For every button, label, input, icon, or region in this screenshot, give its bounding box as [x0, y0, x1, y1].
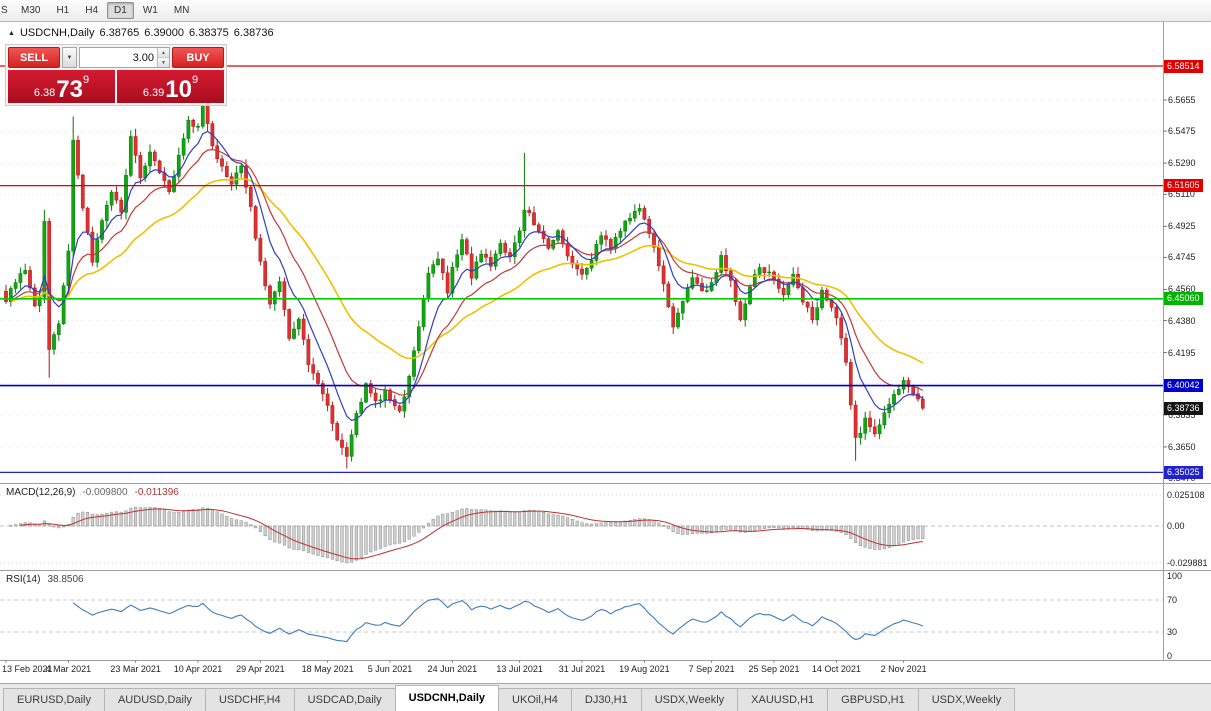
- date-label: 24 Jun 2021: [427, 664, 478, 674]
- rsi-axis-label: 30: [1167, 627, 1178, 637]
- timeframe-button-w1[interactable]: W1: [142, 5, 158, 16]
- tab-ukoil-h4[interactable]: UKOil,H4: [498, 688, 572, 711]
- date-label: 23 Mar 2021: [110, 664, 161, 674]
- stepper-up-icon[interactable]: ▲: [158, 48, 169, 58]
- timeframe-button-h1[interactable]: H1: [56, 5, 70, 16]
- rsi-name: RSI(14): [6, 574, 41, 585]
- sell-price-big-digits: 73: [56, 76, 83, 103]
- sell-button[interactable]: SELL: [8, 47, 60, 68]
- timeframe-button-d1[interactable]: D1: [107, 2, 134, 19]
- price-level-badge: 6.51605: [1164, 179, 1203, 193]
- rsi-value: 38.8506: [47, 574, 84, 585]
- chart-tabs-bar: EURUSD,Daily AUDUSD,Daily USDCHF,H4 USDCAD,…: [0, 683, 1211, 711]
- timeframe-button-s[interactable]: S: [1, 5, 8, 16]
- rsi-axis-label: 0: [1167, 651, 1173, 661]
- timeframe-button-m30[interactable]: M30: [21, 5, 41, 16]
- sell-price-handle: 6.38: [33, 87, 56, 99]
- price-level-badge: 6.40042: [1164, 379, 1203, 393]
- macd-main-value: -0.009800: [82, 487, 128, 498]
- tab-usdcad-daily[interactable]: USDCAD,Daily: [293, 688, 396, 711]
- ohlc-low: 6.38375: [189, 27, 229, 39]
- price-tick-label: 6.5290: [1168, 158, 1196, 169]
- macd-indicator-label: MACD(12,26,9) -0.009800 -0.011396: [6, 487, 179, 498]
- macd-name: MACD(12,26,9): [6, 487, 76, 498]
- price-tick-label: 6.5655: [1168, 95, 1196, 105]
- tab-eurusd-daily[interactable]: EURUSD,Daily: [3, 688, 105, 711]
- date-label: 29 Apr 2021: [236, 664, 285, 674]
- ohlc-open: 6.38765: [99, 27, 140, 39]
- one-click-trading-panel: SELL ▼ ▲ ▼ BUY 6.38 73 9 6.39 10 9: [5, 44, 227, 106]
- timeframe-button-h4[interactable]: H4: [85, 5, 99, 16]
- price-tick-label: 6.4560: [1168, 284, 1196, 295]
- chart-symbol-label: USDCNH,Daily: [19, 27, 95, 39]
- date-label: 25 Sep 2021: [748, 664, 800, 674]
- date-label: 31 Jul 2021: [558, 664, 606, 674]
- volume-stepper[interactable]: ▲ ▼: [157, 48, 169, 67]
- sell-price-pip-digit: 9: [83, 74, 90, 86]
- tab-usdchf-h4[interactable]: USDCHF,H4: [204, 688, 295, 711]
- tab-gbpusd-h1[interactable]: GBPUSD,H1: [827, 688, 919, 711]
- tab-dj30-h1[interactable]: DJ30,H1: [570, 688, 642, 711]
- buy-price-big-digits: 10: [165, 76, 192, 103]
- tab-xauusd-h1[interactable]: XAUUSD,H1: [737, 688, 829, 711]
- date-label: 10 Apr 2021: [173, 664, 223, 674]
- current-price-badge: 6.38736: [1164, 401, 1203, 415]
- volume-field: ▲ ▼: [79, 47, 170, 68]
- tab-usdcnh-daily[interactable]: USDCNH,Daily: [394, 685, 500, 711]
- date-label: 5 Jun 2021: [367, 664, 413, 674]
- price-tick-label: 6.4745: [1168, 252, 1196, 263]
- sell-price-display[interactable]: 6.38 73 9: [8, 70, 115, 103]
- chart-title: ▲ USDCNH,Daily 6.38765 6.39000 6.38375 6…: [8, 27, 274, 39]
- volume-input[interactable]: [80, 48, 157, 67]
- price-level-badge: 6.58514: [1164, 59, 1203, 73]
- date-label: 13 Feb 2021: [2, 664, 53, 674]
- macd-signal-value: -0.011396: [134, 487, 179, 498]
- price-tick-label: 6.3835: [1168, 409, 1196, 420]
- price-tick-label: 6.3650: [1168, 441, 1196, 452]
- macd-axis-label: 0.025108: [1167, 490, 1205, 500]
- ohlc-high: 6.39000: [144, 27, 185, 39]
- macd-axis-label: 0.00: [1167, 521, 1185, 531]
- buy-price-pip-digit: 9: [192, 74, 199, 86]
- buy-price-display[interactable]: 6.39 10 9: [117, 70, 224, 103]
- buy-price-handle: 6.39: [142, 87, 165, 99]
- symbol-marker-icon: ▲: [8, 29, 15, 37]
- ohlc-close: 6.38736: [233, 27, 274, 39]
- macd-axis-label: -0.029881: [1167, 557, 1208, 568]
- timeframe-button-mn[interactable]: MN: [173, 5, 190, 16]
- timeframe-toolbar: S M30 H1 H4 D1 W1 MN: [0, 0, 1211, 22]
- price-tick-label: 6.5110: [1168, 189, 1195, 200]
- price-tick-label: 6.4195: [1168, 347, 1196, 358]
- buy-button[interactable]: BUY: [172, 47, 224, 68]
- stepper-down-icon[interactable]: ▼: [158, 58, 169, 67]
- price-tick-label: 6.4925: [1168, 221, 1196, 232]
- date-label: 14 Oct 2021: [811, 664, 861, 674]
- date-label: 4 Mar 2021: [45, 664, 92, 674]
- price-level-badge: 6.35025: [1164, 465, 1203, 479]
- price-level-badge: 6.45060: [1164, 292, 1203, 306]
- date-label: 19 Aug 2021: [619, 664, 670, 674]
- volume-dropdown-button[interactable]: ▼: [62, 47, 77, 68]
- rsi-axis-label: 100: [1167, 571, 1183, 581]
- chevron-down-icon: ▼: [66, 54, 73, 61]
- date-label: 7 Sep 2021: [688, 664, 735, 674]
- date-label: 2 Nov 2021: [880, 664, 927, 674]
- tab-usdx-weekly[interactable]: USDX,Weekly: [640, 688, 739, 711]
- price-tick-label: 6.5475: [1168, 126, 1196, 137]
- price-tick-label: 6.4380: [1168, 315, 1196, 326]
- tab-audusd-daily[interactable]: AUDUSD,Daily: [103, 688, 206, 711]
- rsi-axis-label: 70: [1167, 595, 1178, 605]
- tab-usdx-weekly[interactable]: USDX,Weekly: [917, 688, 1016, 711]
- date-label: 18 May 2021: [301, 664, 354, 674]
- date-label: 13 Jul 2021: [496, 664, 543, 674]
- rsi-indicator-label: RSI(14) 38.8506: [6, 574, 84, 585]
